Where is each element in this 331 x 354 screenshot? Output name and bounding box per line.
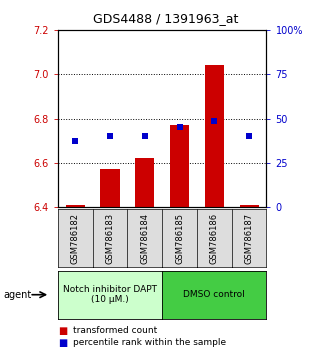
Text: ■: ■ [58, 338, 67, 348]
Bar [66, 205, 85, 207]
Point [72, 138, 78, 144]
Text: ■: ■ [58, 326, 67, 336]
Text: GSM786182: GSM786182 [71, 212, 80, 264]
Text: GSM786186: GSM786186 [210, 212, 219, 264]
Point [142, 133, 148, 139]
Text: GDS4488 / 1391963_at: GDS4488 / 1391963_at [93, 12, 238, 25]
Point [107, 133, 113, 139]
Point [246, 133, 252, 139]
Bar [240, 205, 259, 207]
Text: transformed count: transformed count [73, 326, 157, 336]
Text: GSM786185: GSM786185 [175, 212, 184, 264]
Text: agent: agent [3, 290, 31, 300]
Bar [101, 170, 119, 207]
Text: percentile rank within the sample: percentile rank within the sample [73, 338, 226, 347]
Bar [170, 125, 189, 207]
Text: DMSO control: DMSO control [183, 290, 245, 299]
Text: GSM786187: GSM786187 [245, 212, 254, 264]
Bar [205, 65, 224, 207]
Point [177, 125, 182, 130]
Text: GSM786183: GSM786183 [106, 212, 115, 264]
Text: Notch inhibitor DAPT
(10 μM.): Notch inhibitor DAPT (10 μM.) [63, 285, 157, 304]
Point [212, 118, 217, 124]
Text: GSM786184: GSM786184 [140, 212, 149, 264]
Bar [135, 158, 154, 207]
